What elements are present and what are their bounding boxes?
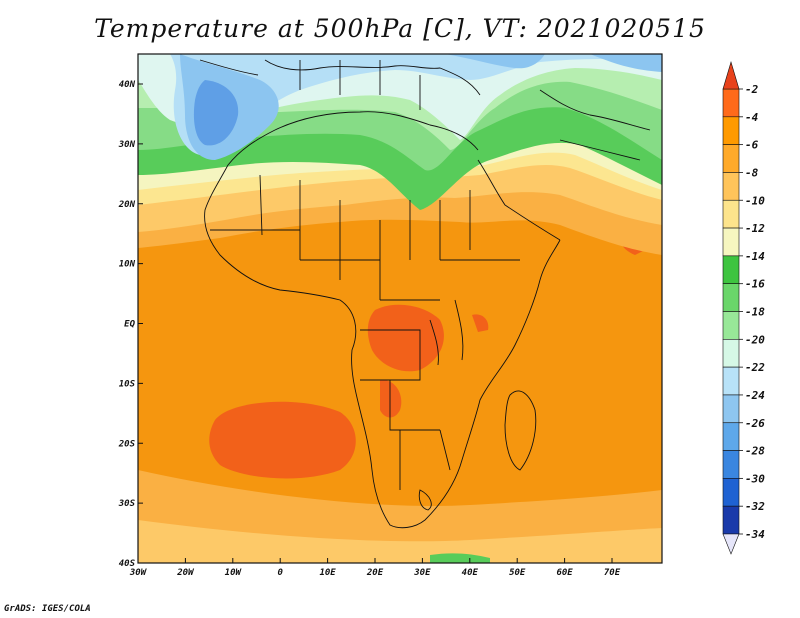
colorbar-band [722,172,740,201]
colorbar-label: -10 [745,194,765,207]
longitude-axis: 30W 20W 10W 0 10E 20E 30E 40E 50E 60E 70E [129,558,621,578]
lat-tick-label: 30S [118,499,136,509]
coastline-borders [199,59,651,529]
colorbar-band [722,505,740,535]
lat-tick-label: 10N [119,260,136,270]
latitude-axis: 40S 30S 20S 10S EQ 10N 20N 30N 40N [118,80,143,569]
colorbar-band [722,394,740,424]
colorbar-band [722,339,740,368]
lon-tick-label: 40E [462,568,479,578]
colorbar-label: -30 [745,472,765,485]
lon-tick-label: 10E [319,568,336,578]
colorbar-band [722,478,740,507]
lon-tick-label: 30E [413,568,431,578]
colorbar-label: -4 [745,111,759,124]
colorbar-band [722,422,740,451]
colorbar-label: -8 [745,166,759,179]
map-title: Temperature at 500hPa [C], VT: 202102051… [94,14,706,43]
lon-tick-label: 30W [129,568,148,578]
map-frame [137,53,663,564]
colorbar-label: -32 [745,500,765,513]
colorbar-label: -2 [745,83,759,96]
lat-tick-label: EQ [124,320,135,330]
lon-tick-label: 20E [366,568,384,578]
colorbar-label: -22 [745,361,765,374]
lon-tick-label: 0 [277,568,283,578]
colorbar-label: -24 [745,389,765,402]
colorbar-label: -34 [745,528,765,541]
colorbar: -2 -4 -6 -8 -10 -12 -14 -16 -18 -20 -22 -24 -26 -28 -3… [722,60,765,555]
colorbar-label: -26 [745,417,765,430]
colorbar-label: -12 [745,222,765,235]
colorbar-band [722,366,740,396]
lat-tick-label: 20S [118,439,136,449]
colorbar-band [722,199,740,229]
colorbar-bottom-arrow [722,533,740,555]
lat-tick-label: 40N [119,80,136,90]
lon-tick-label: 20W [176,568,195,578]
colorbar-band [722,450,740,479]
lat-tick-label: 20N [118,200,136,210]
lon-tick-label: 50E [509,568,526,578]
lon-tick-label: 10W [225,568,243,578]
temperature-field [138,54,662,563]
lat-tick-label: 40S [119,559,136,569]
colorbar-band [722,255,740,284]
colorbar-band [722,311,740,340]
colorbar-label: -16 [745,278,765,291]
lat-tick-label: 10S [119,379,136,389]
colorbar-band [722,116,740,145]
colorbar-band [722,144,740,173]
colorbar-label: -20 [745,333,765,346]
colorbar-top-arrow [722,60,740,90]
lon-tick-label: 60E [556,568,573,578]
colorbar-label: -6 [745,139,759,152]
colorbar-label: -14 [745,250,765,263]
colorbar-band [722,283,740,312]
lat-tick-label: 30N [118,140,136,150]
colorbar-label: -18 [745,306,765,319]
colorbar-band [722,88,740,118]
lon-tick-label: 70E [604,568,621,578]
colorbar-label: -28 [745,445,765,458]
credit-text: GrADS: IGES/COLA [4,604,91,614]
colorbar-band [722,227,740,257]
